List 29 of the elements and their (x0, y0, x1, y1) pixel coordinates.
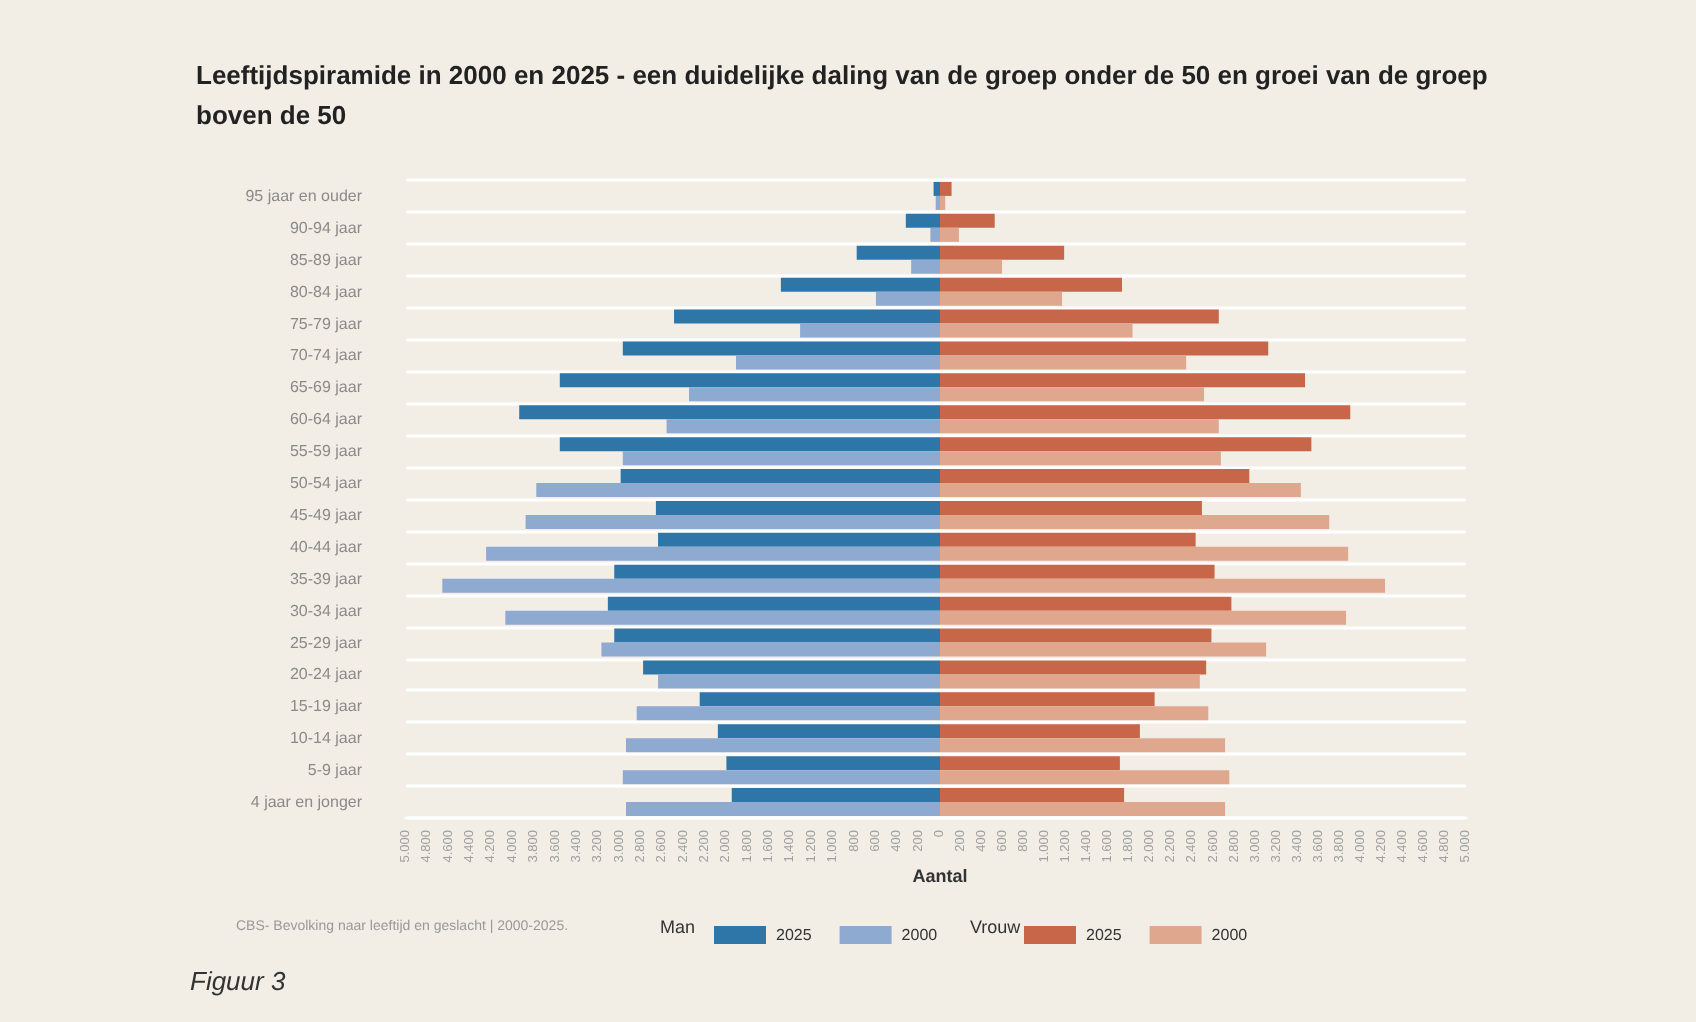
y-tick-label: 20-24 jaar (289, 665, 363, 684)
text: Figuur 3 (190, 966, 287, 996)
y-tick-label: 45-49 jaar (289, 505, 363, 524)
y-tick-label: 60-64 jaar (289, 410, 363, 429)
legend-label: 2025 (776, 926, 813, 944)
legend-title: Vrouw (970, 917, 1022, 937)
y-tick-label: 75-79 jaar (289, 314, 363, 333)
chart-title: Leeftijdspiramide in 2000 en 2025 - een duidelijke daling van de groep onder de 50 en groei van de groep boven de 50 (196, 58, 1490, 134)
legend-label: 2000 (1211, 926, 1249, 944)
y-tick-label: 65-69 jaar (289, 378, 363, 397)
y-tick-label: 55-59 jaar (289, 442, 363, 461)
y-tick-label: 30-34 jaar (289, 601, 363, 620)
y-tick-label: 40-44 jaar (289, 537, 363, 556)
y-tick-label: 50-54 jaar (289, 474, 363, 493)
y-tick-label: 10-14 jaar (289, 729, 363, 748)
legend-label: 2000 (901, 926, 939, 944)
legend-label: 2025 (1086, 926, 1123, 944)
x-axis-title: Aantal (912, 866, 968, 886)
y-tick-label: 85-89 jaar (289, 250, 363, 269)
y-tick-label: 80-84 jaar (289, 282, 363, 301)
y-tick-label: 25-29 jaar (289, 633, 363, 652)
y-tick-label: 90-94 jaar (289, 218, 363, 237)
y-tick-label: 70-74 jaar (289, 346, 363, 365)
y-tick-label: 35-39 jaar (289, 569, 363, 588)
y-tick-label: 5-9 jaar (307, 761, 363, 780)
y-tick-label: 4 jaar en jonger (250, 793, 363, 812)
y-tick-label: 15-19 jaar (289, 697, 363, 716)
legend-title: Man (660, 917, 696, 937)
y-tick-label: 95 jaar en ouder (245, 186, 363, 205)
